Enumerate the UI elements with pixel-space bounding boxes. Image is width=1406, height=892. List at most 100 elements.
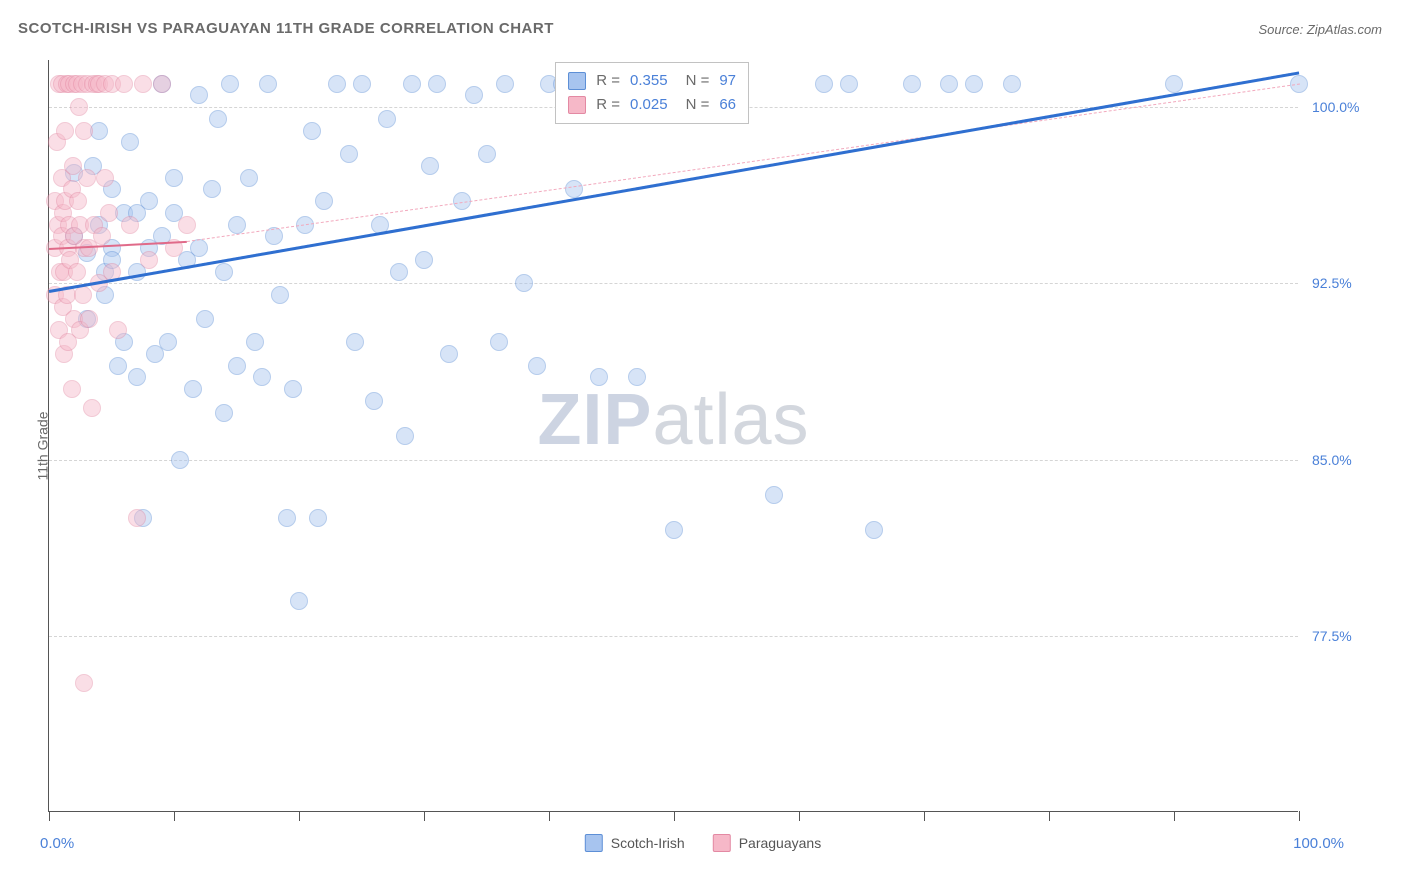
scatter-point bbox=[246, 333, 264, 351]
r-value: 0.025 bbox=[630, 93, 668, 117]
scatter-point bbox=[115, 75, 133, 93]
scatter-point bbox=[665, 521, 683, 539]
scatter-point bbox=[903, 75, 921, 93]
legend-swatch bbox=[585, 834, 603, 852]
scatter-point bbox=[75, 122, 93, 140]
x-tick bbox=[424, 811, 425, 821]
scatter-point bbox=[403, 75, 421, 93]
scatter-point bbox=[78, 169, 96, 187]
legend-label: Paraguayans bbox=[739, 835, 822, 851]
scatter-point bbox=[203, 180, 221, 198]
scatter-point bbox=[153, 75, 171, 93]
scatter-point bbox=[93, 227, 111, 245]
watermark-zip: ZIP bbox=[537, 380, 652, 460]
legend-item: Paraguayans bbox=[713, 834, 822, 852]
scatter-point bbox=[165, 169, 183, 187]
scatter-point bbox=[378, 110, 396, 128]
scatter-point bbox=[140, 192, 158, 210]
scatter-point bbox=[56, 122, 74, 140]
scatter-point bbox=[284, 380, 302, 398]
scatter-point bbox=[290, 592, 308, 610]
scatter-point bbox=[278, 509, 296, 527]
scatter-point bbox=[346, 333, 364, 351]
scatter-point bbox=[421, 157, 439, 175]
scatter-point bbox=[590, 368, 608, 386]
scatter-point bbox=[240, 169, 258, 187]
scatter-point bbox=[228, 357, 246, 375]
y-tick-label: 100.0% bbox=[1312, 99, 1359, 115]
y-tick-label: 85.0% bbox=[1312, 452, 1352, 468]
r-label: R = bbox=[596, 93, 620, 117]
scatter-point bbox=[134, 75, 152, 93]
scatter-point bbox=[396, 427, 414, 445]
n-value: 97 bbox=[719, 69, 736, 93]
legend-label: Scotch-Irish bbox=[611, 835, 685, 851]
n-label: N = bbox=[686, 93, 710, 117]
y-tick-label: 77.5% bbox=[1312, 628, 1352, 644]
n-label: N = bbox=[686, 69, 710, 93]
scatter-point bbox=[75, 674, 93, 692]
scatter-point bbox=[353, 75, 371, 93]
x-tick bbox=[1049, 811, 1050, 821]
scatter-point bbox=[1003, 75, 1021, 93]
x-axis-max-label: 100.0% bbox=[1293, 835, 1344, 852]
r-value: 0.355 bbox=[630, 69, 668, 93]
legend-item: Scotch-Irish bbox=[585, 834, 685, 852]
x-tick bbox=[1299, 811, 1300, 821]
scatter-point bbox=[184, 380, 202, 398]
scatter-point bbox=[315, 192, 333, 210]
scatter-point bbox=[328, 75, 346, 93]
scatter-point bbox=[109, 321, 127, 339]
watermark: ZIPatlas bbox=[537, 379, 809, 461]
scatter-point bbox=[253, 368, 271, 386]
scatter-point bbox=[428, 75, 446, 93]
scatter-point bbox=[196, 310, 214, 328]
stats-row: R = 0.355 N = 97 bbox=[568, 69, 736, 93]
r-label: R = bbox=[596, 69, 620, 93]
scatter-point bbox=[415, 251, 433, 269]
scatter-point bbox=[121, 133, 139, 151]
series-swatch bbox=[568, 72, 586, 90]
scatter-point bbox=[765, 486, 783, 504]
legend-swatch bbox=[713, 834, 731, 852]
scatter-point bbox=[190, 239, 208, 257]
scatter-point bbox=[228, 216, 246, 234]
scatter-point bbox=[815, 75, 833, 93]
scatter-point bbox=[100, 204, 118, 222]
scatter-point bbox=[309, 509, 327, 527]
scatter-point bbox=[528, 357, 546, 375]
scatter-point bbox=[96, 169, 114, 187]
scatter-point bbox=[140, 251, 158, 269]
series-swatch bbox=[568, 96, 586, 114]
scatter-point bbox=[865, 521, 883, 539]
stats-row: R =0.025N =66 bbox=[568, 93, 736, 117]
plot-area: ZIPatlas R =0.355N =97R =0.025N =66 bbox=[48, 60, 1298, 812]
scatter-point bbox=[965, 75, 983, 93]
stats-box: R =0.355N =97R =0.025N =66 bbox=[555, 62, 749, 124]
scatter-point bbox=[565, 180, 583, 198]
scatter-point bbox=[159, 333, 177, 351]
scatter-point bbox=[440, 345, 458, 363]
gridline bbox=[49, 636, 1298, 637]
scatter-point bbox=[271, 286, 289, 304]
scatter-point bbox=[121, 216, 139, 234]
scatter-point bbox=[515, 274, 533, 292]
y-tick-label: 92.5% bbox=[1312, 275, 1352, 291]
scatter-point bbox=[178, 216, 196, 234]
scatter-point bbox=[365, 392, 383, 410]
scatter-point bbox=[68, 263, 86, 281]
scatter-point bbox=[80, 310, 98, 328]
x-tick bbox=[1174, 811, 1175, 821]
scatter-point bbox=[490, 333, 508, 351]
scatter-point bbox=[478, 145, 496, 163]
x-tick bbox=[49, 811, 50, 821]
scatter-point bbox=[190, 86, 208, 104]
scatter-point bbox=[128, 368, 146, 386]
scatter-point bbox=[840, 75, 858, 93]
x-tick bbox=[924, 811, 925, 821]
scatter-point bbox=[69, 192, 87, 210]
scatter-point bbox=[940, 75, 958, 93]
scatter-point bbox=[628, 368, 646, 386]
gridline bbox=[49, 460, 1298, 461]
scatter-point bbox=[74, 286, 92, 304]
